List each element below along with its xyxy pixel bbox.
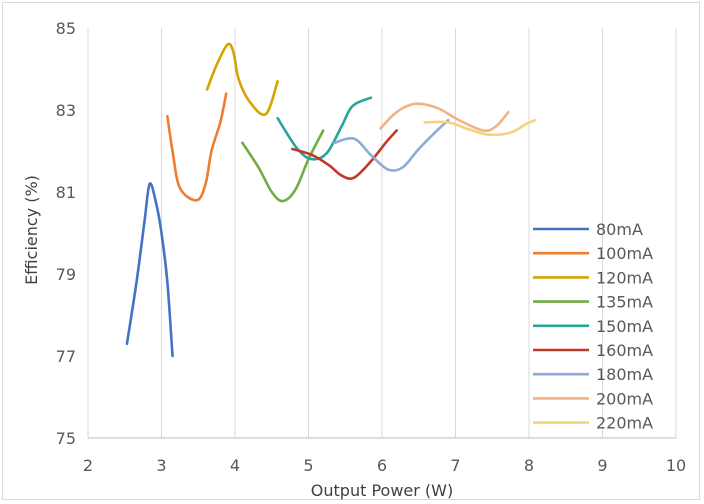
series-line-120mA [205,42,279,117]
legend-label-100mA: 100mA [596,244,653,263]
series-line-150mA [276,96,373,161]
x-axis-title: Output Power (W) [311,481,453,500]
gridlines [87,28,677,438]
y-axis-title: Efficiency (%) [22,175,41,285]
chart-frame [2,2,700,500]
legend-label-180mA: 180mA [596,365,653,384]
legend-label-220mA: 220mA [596,414,653,433]
x-tick-label: 5 [303,456,313,475]
x-tick-label: 10 [666,456,686,475]
series-lines [125,42,537,358]
legend-label-120mA: 120mA [596,268,653,287]
y-tick-label: 81 [56,183,76,202]
legend-label-80mA: 80mA [596,220,643,239]
series-line-200mA [379,102,510,133]
series-line-135mA [241,129,325,203]
y-tick-label: 85 [56,19,76,38]
y-tick-label: 75 [56,429,76,448]
x-tick-label: 2 [83,456,93,475]
series-line-160mA [291,129,398,180]
y-tick-label: 77 [56,347,76,366]
legend-label-200mA: 200mA [596,389,653,408]
y-tick-label: 79 [56,265,76,284]
x-tick-label: 8 [524,456,534,475]
legend-label-135mA: 135mA [596,293,653,312]
series-line-180mA [332,118,450,172]
series-line-220mA [423,118,537,137]
legend-label-160mA: 160mA [596,341,653,360]
series-line-100mA [166,92,228,202]
x-axis-ticks: 2 3 4 5 6 7 8 9 10 [83,456,686,475]
y-tick-label: 83 [56,101,76,120]
x-tick-label: 6 [377,456,387,475]
series-line-80mA [125,182,174,358]
legend-label-150mA: 150mA [596,317,653,336]
legend: 80mA 100mA 120mA 135mA 150mA 160mA 180mA 200mA 2… [533,220,653,433]
x-tick-label: 3 [156,456,166,475]
y-axis-ticks: 75 77 79 81 83 85 [56,19,76,448]
x-tick-label: 9 [597,456,607,475]
x-tick-label: 7 [450,456,460,475]
x-tick-label: 4 [230,456,240,475]
